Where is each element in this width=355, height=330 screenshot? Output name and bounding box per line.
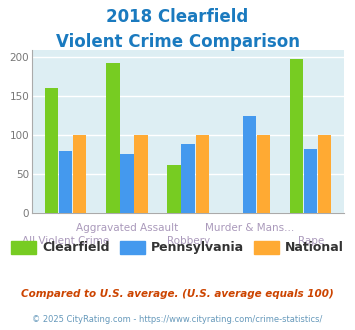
Bar: [196, 135, 209, 213]
Text: 2018 Clearfield: 2018 Clearfield: [106, 8, 248, 26]
Legend: Clearfield, Pennsylvania, National: Clearfield, Pennsylvania, National: [6, 236, 349, 259]
Text: Violent Crime Comparison: Violent Crime Comparison: [55, 33, 300, 51]
Bar: [304, 149, 317, 213]
Bar: [318, 135, 332, 213]
Text: © 2025 CityRating.com - https://www.cityrating.com/crime-statistics/: © 2025 CityRating.com - https://www.city…: [32, 315, 323, 324]
Bar: [257, 135, 270, 213]
Text: All Violent Crime: All Violent Crime: [22, 236, 109, 246]
Bar: [106, 63, 120, 213]
Text: Aggravated Assault: Aggravated Assault: [76, 223, 178, 233]
Text: Robbery: Robbery: [166, 236, 210, 246]
Bar: [134, 135, 148, 213]
Bar: [120, 154, 133, 213]
Text: Rape: Rape: [297, 236, 324, 246]
Text: Compared to U.S. average. (U.S. average equals 100): Compared to U.S. average. (U.S. average …: [21, 289, 334, 299]
Bar: [181, 144, 195, 213]
Bar: [59, 150, 72, 213]
Bar: [290, 59, 303, 213]
Text: Murder & Mans...: Murder & Mans...: [205, 223, 294, 233]
Bar: [243, 116, 256, 213]
Bar: [73, 135, 87, 213]
Bar: [167, 165, 181, 213]
Bar: [45, 88, 58, 213]
